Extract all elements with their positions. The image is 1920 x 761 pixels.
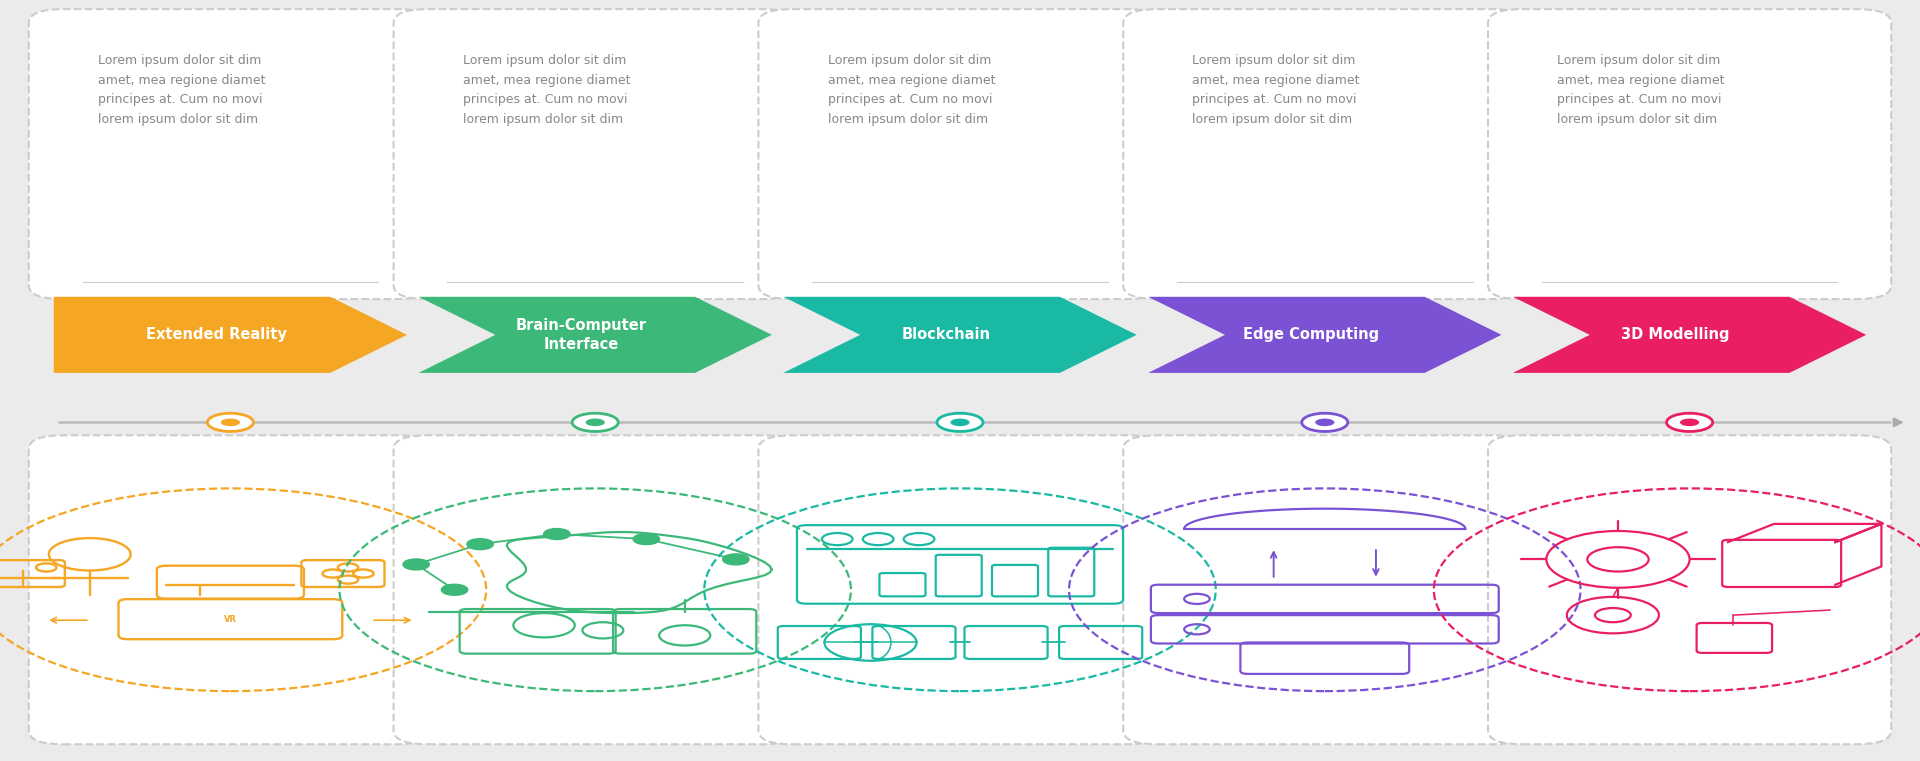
Text: Lorem ipsum dolor sit dim
amet, mea regione diamet
principes at. Cum no movi
lor: Lorem ipsum dolor sit dim amet, mea regi…: [98, 54, 265, 126]
Text: Edge Computing: Edge Computing: [1242, 327, 1379, 342]
Polygon shape: [1513, 297, 1866, 373]
Circle shape: [937, 413, 983, 431]
Circle shape: [1667, 413, 1713, 431]
Circle shape: [442, 584, 467, 595]
FancyBboxPatch shape: [758, 435, 1162, 744]
Text: Extended Reality: Extended Reality: [146, 327, 286, 342]
Text: Lorem ipsum dolor sit dim
amet, mea regione diamet
principes at. Cum no movi
lor: Lorem ipsum dolor sit dim amet, mea regi…: [1192, 54, 1359, 126]
FancyBboxPatch shape: [29, 9, 432, 299]
Text: VR: VR: [225, 615, 236, 624]
Text: Brain-Computer
Interface: Brain-Computer Interface: [516, 318, 647, 352]
Circle shape: [634, 534, 659, 544]
FancyBboxPatch shape: [394, 435, 797, 744]
Text: Lorem ipsum dolor sit dim
amet, mea regione diamet
principes at. Cum no movi
lor: Lorem ipsum dolor sit dim amet, mea regi…: [828, 54, 995, 126]
Circle shape: [724, 554, 749, 565]
Text: Lorem ipsum dolor sit dim
amet, mea regione diamet
principes at. Cum no movi
lor: Lorem ipsum dolor sit dim amet, mea regi…: [463, 54, 630, 126]
FancyBboxPatch shape: [394, 9, 797, 299]
Text: Blockchain: Blockchain: [900, 327, 991, 342]
FancyBboxPatch shape: [1123, 435, 1526, 744]
Polygon shape: [783, 297, 1137, 373]
Circle shape: [1315, 419, 1334, 426]
FancyBboxPatch shape: [1123, 9, 1526, 299]
Circle shape: [403, 559, 428, 569]
Circle shape: [572, 413, 618, 431]
Circle shape: [1680, 419, 1699, 426]
FancyBboxPatch shape: [29, 435, 432, 744]
Circle shape: [950, 419, 970, 426]
Circle shape: [221, 419, 240, 426]
Circle shape: [467, 539, 493, 549]
Circle shape: [207, 413, 253, 431]
FancyBboxPatch shape: [1488, 435, 1891, 744]
Polygon shape: [1148, 297, 1501, 373]
Polygon shape: [419, 297, 772, 373]
Circle shape: [1302, 413, 1348, 431]
Polygon shape: [54, 297, 407, 373]
Circle shape: [586, 419, 605, 426]
Text: Lorem ipsum dolor sit dim
amet, mea regione diamet
principes at. Cum no movi
lor: Lorem ipsum dolor sit dim amet, mea regi…: [1557, 54, 1724, 126]
Text: 3D Modelling: 3D Modelling: [1620, 327, 1730, 342]
FancyBboxPatch shape: [1488, 9, 1891, 299]
FancyBboxPatch shape: [758, 9, 1162, 299]
Circle shape: [543, 529, 570, 539]
